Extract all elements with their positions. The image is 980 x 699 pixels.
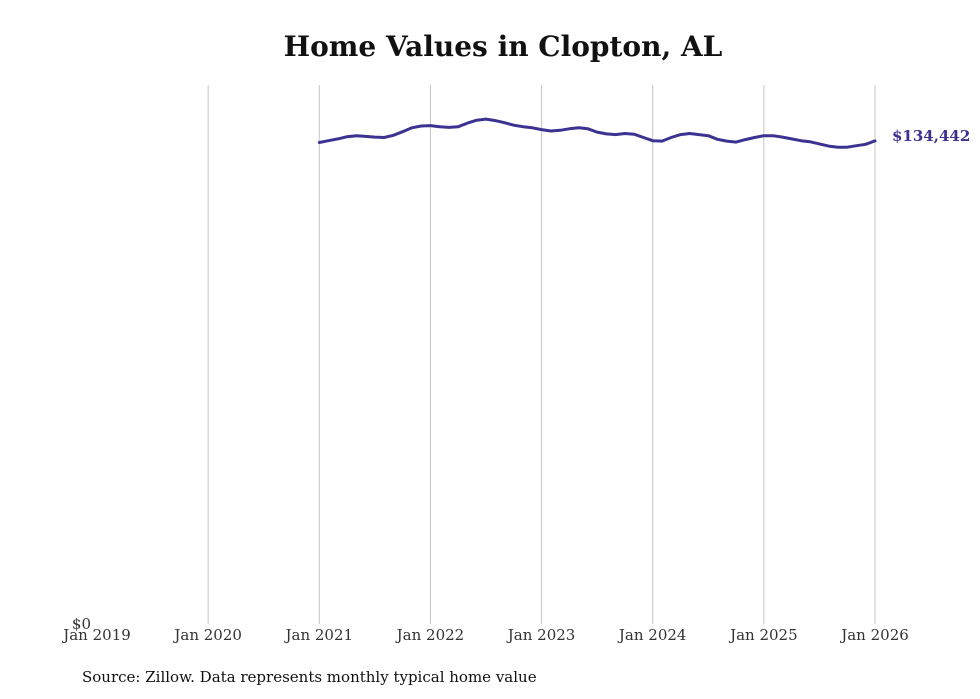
x-tick-label: Jan 2025	[728, 626, 798, 644]
x-tick-label: Jan 2020	[172, 626, 242, 644]
x-tick-label: Jan 2023	[506, 626, 576, 644]
series-line	[317, 117, 877, 149]
end-value-label: $134,442	[892, 127, 970, 145]
x-tick-label: Jan 2019	[61, 626, 131, 644]
x-tick-label: Jan 2022	[395, 626, 465, 644]
x-tick-label: Jan 2026	[839, 626, 909, 644]
x-tick-label: Jan 2021	[284, 626, 354, 644]
chart-title: Home Values in Clopton, AL	[283, 30, 723, 63]
y-tick-label: $0	[72, 615, 91, 633]
source-note: Source: Zillow. Data represents monthly …	[82, 668, 537, 686]
x-tick-label: Jan 2024	[617, 626, 687, 644]
